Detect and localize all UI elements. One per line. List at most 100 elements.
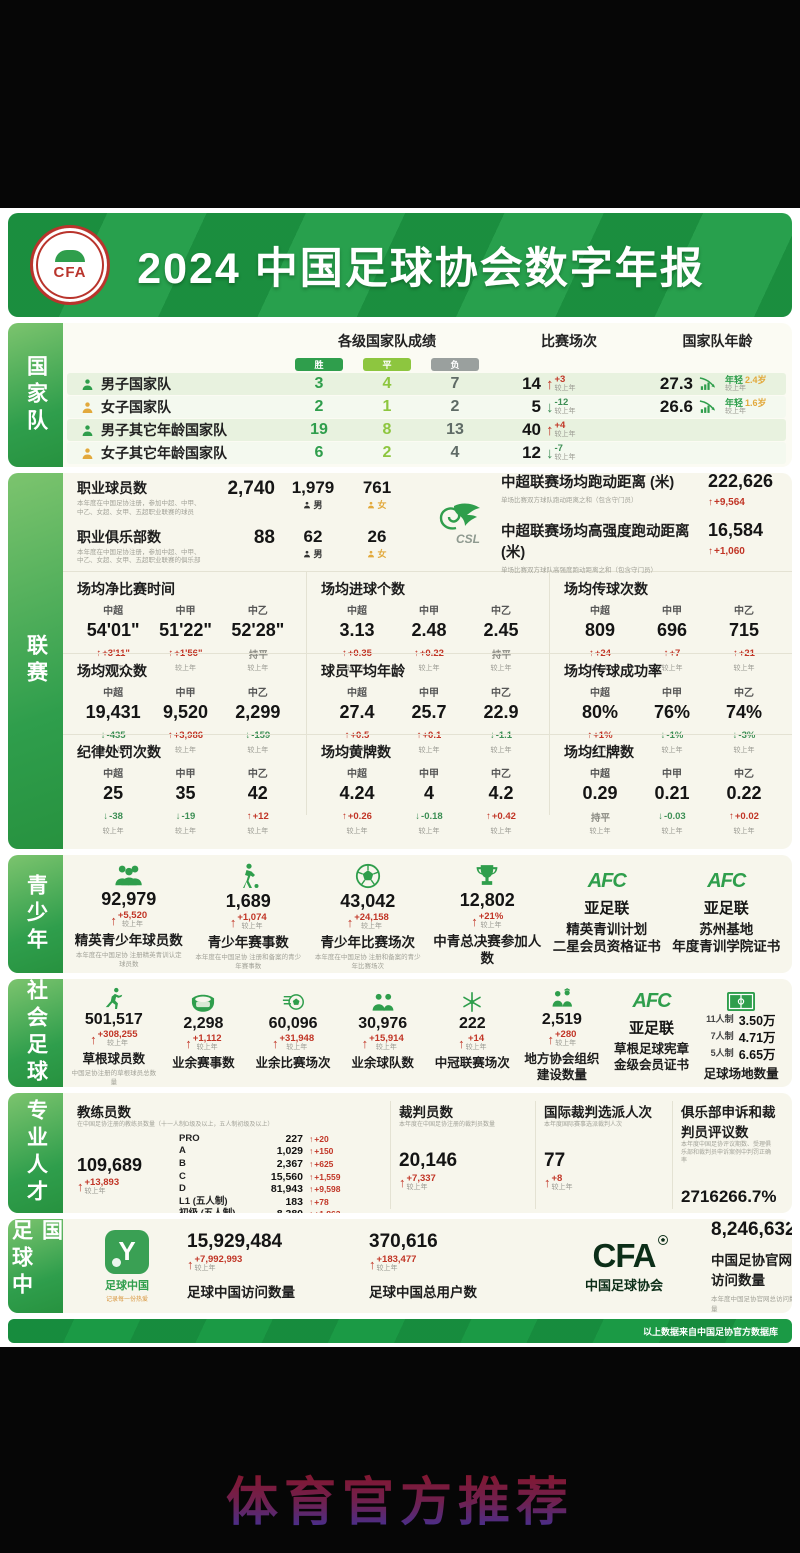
league-stat-column: 中乙 2,299 -159 较上年 [222, 684, 294, 755]
afc-logo-icon: AFC [632, 990, 672, 1012]
league-name: 中乙 [247, 688, 268, 699]
stat-value: 3.13 [339, 620, 375, 640]
players-female: 761 [362, 478, 392, 498]
male-person-icon [304, 550, 311, 557]
trend-arrow-icon [247, 812, 252, 822]
page-title: 2024 中国足球协会数字年报 [137, 245, 705, 293]
league-name: 中乙 [491, 769, 511, 780]
level-name: C [179, 1170, 186, 1182]
compare-note: 较上年 [102, 665, 124, 672]
stat-title: 球员平均年龄 [321, 663, 405, 679]
trend-arrow-icon [546, 400, 554, 415]
stat-title: 场均传球成功率 [564, 663, 662, 679]
league-name: 中超 [590, 769, 610, 780]
level-delta: +20 [303, 1135, 361, 1144]
csl-logo: CSL [409, 498, 501, 546]
pitch-row-5: 5人制 6.65万 [710, 1047, 776, 1062]
league-name: 中超 [103, 769, 124, 780]
section-national-team: 国家队 各级国家队成绩 比赛场次 国家队年龄 胜 平 负 男子国家队 3 4 7… [8, 323, 792, 467]
pitch-row-7: 7人制 4.71万 [710, 1030, 776, 1045]
trend-arrow-icon [90, 1033, 97, 1046]
cfa-wordmark-logo: CFA 中国足球协会 [545, 1234, 703, 1294]
trend-arrow-icon [309, 1210, 313, 1213]
draws: 8 [382, 421, 392, 438]
draws: 1 [382, 398, 392, 415]
female-person-icon [82, 447, 93, 459]
snowflake-icon [463, 992, 482, 1012]
compare-note: 较上年 [490, 665, 512, 672]
stat-value: 9,520 [162, 702, 209, 722]
league-stat-block: 球员平均年龄 中超 27.4 +0.5 较上年 [306, 653, 549, 754]
people-group-icon [115, 865, 142, 886]
trend-arrow-icon [546, 446, 554, 461]
level-count: 81,943 [270, 1183, 303, 1196]
league-name: 中甲 [175, 688, 196, 699]
section-professional-talent: 专业人才 教练员数 在中国足协注册的教练员数量（十一人制D级及以上，五人制初级及… [8, 1093, 792, 1213]
league-stat-block: 场均红牌数 中超 0.29 持平 较上年 [549, 734, 792, 835]
stat-delta: -0.18 [415, 812, 443, 822]
review-group: 俱乐部申诉和裁判员评议数 本年度中国足协评议期数、受理俱乐部和裁判员申诉案例中判… [672, 1101, 785, 1209]
stat-desc: 单场比赛双方球队高强度跑动距离之和（包含守门员） [501, 566, 657, 574]
stat-title: 场均净比赛时间 [77, 581, 175, 597]
level-delta: +9,598 [303, 1185, 361, 1194]
compare-note: 较上年 [174, 828, 196, 835]
league-name: 中甲 [419, 769, 439, 780]
league-stat-block: 场均净比赛时间 中超 54'01" +3'11" 较上年 [63, 572, 306, 672]
level-count: 2,367 [276, 1157, 303, 1170]
compare-note: 较上年 [733, 747, 755, 754]
trend-arrow-icon [486, 812, 491, 822]
infographic-sheet: CFA 2024 中国足球协会数字年报 国家队 各级国家队成绩 比赛场次 国家队… [0, 208, 800, 1347]
trend-arrow-icon [230, 916, 237, 929]
level-delta: +1,863 [303, 1210, 361, 1213]
section-league: 联赛 职业球员数 本年度在中国足协注册，参加中超、中甲、中乙、女超、女甲、五超职业… [8, 473, 792, 849]
stat-delta: +0.02 [729, 812, 759, 822]
stat-delta: 持平 [590, 813, 610, 825]
compare-note: 较上年 [247, 747, 269, 754]
league-stat-column: 中超 4.24 +0.26 较上年 [321, 765, 393, 836]
trend-arrow-icon [546, 423, 554, 438]
runner-icon [105, 987, 123, 1009]
stat-delta: 持平 [491, 650, 511, 662]
trend-arrow-icon [658, 812, 663, 822]
trend-arrow-icon [176, 812, 181, 822]
level-count: 15,560 [270, 1170, 303, 1183]
level-count: 8,380 [257, 1208, 303, 1213]
coach-level-row: A 1,029 +150 [179, 1145, 382, 1158]
trend-arrow-icon [471, 915, 478, 928]
wins: 19 [310, 421, 328, 438]
stat-title: 职业俱乐部数 [77, 529, 161, 545]
league-stat-column: 中超 0.29 持平 较上年 [564, 765, 636, 836]
trophy-icon [476, 865, 498, 885]
trend-arrow-icon [185, 1037, 192, 1050]
male-person-icon [82, 424, 93, 436]
stat-title: 中超联赛场均高强度跑动距离 (米) [501, 523, 690, 561]
compare-note: 较上年 [418, 665, 440, 672]
sprint-distance-row: 中超联赛场均高强度跑动距离 (米) 单场比赛双方球队高强度跑动距离之和（包含守门员… [501, 520, 782, 574]
level-delta: +625 [303, 1160, 361, 1169]
review-cases: 162评议个数 [699, 1187, 729, 1207]
youth-afc-elite-cert: AFC 亚足联 精英青训计划 二星会员资格证书 [552, 870, 661, 954]
stat-delta: -1.1 [490, 731, 512, 741]
trend-arrow-icon [729, 812, 734, 822]
emblem-arch [55, 249, 85, 262]
league-name: 中甲 [662, 688, 682, 699]
level-count: 1,029 [276, 1145, 303, 1158]
age-trend-chart-icon [699, 377, 716, 391]
stat-delta: -38 [103, 812, 123, 822]
league-name: 中甲 [175, 769, 196, 780]
youth-stat-finals-participants: 12,802 +21%较上年 中青总决赛参加人数 [428, 863, 548, 969]
league-stat-column: 中甲 76% -1% 较上年 [636, 684, 708, 755]
stat-value: 54'01" [86, 620, 140, 640]
trend-arrow-icon [309, 1198, 313, 1207]
league-name: 中超 [590, 688, 610, 699]
national-table-header: 各级国家队成绩 比赛场次 国家队年龄 [67, 326, 786, 356]
compare-note: 较上年 [490, 828, 512, 835]
